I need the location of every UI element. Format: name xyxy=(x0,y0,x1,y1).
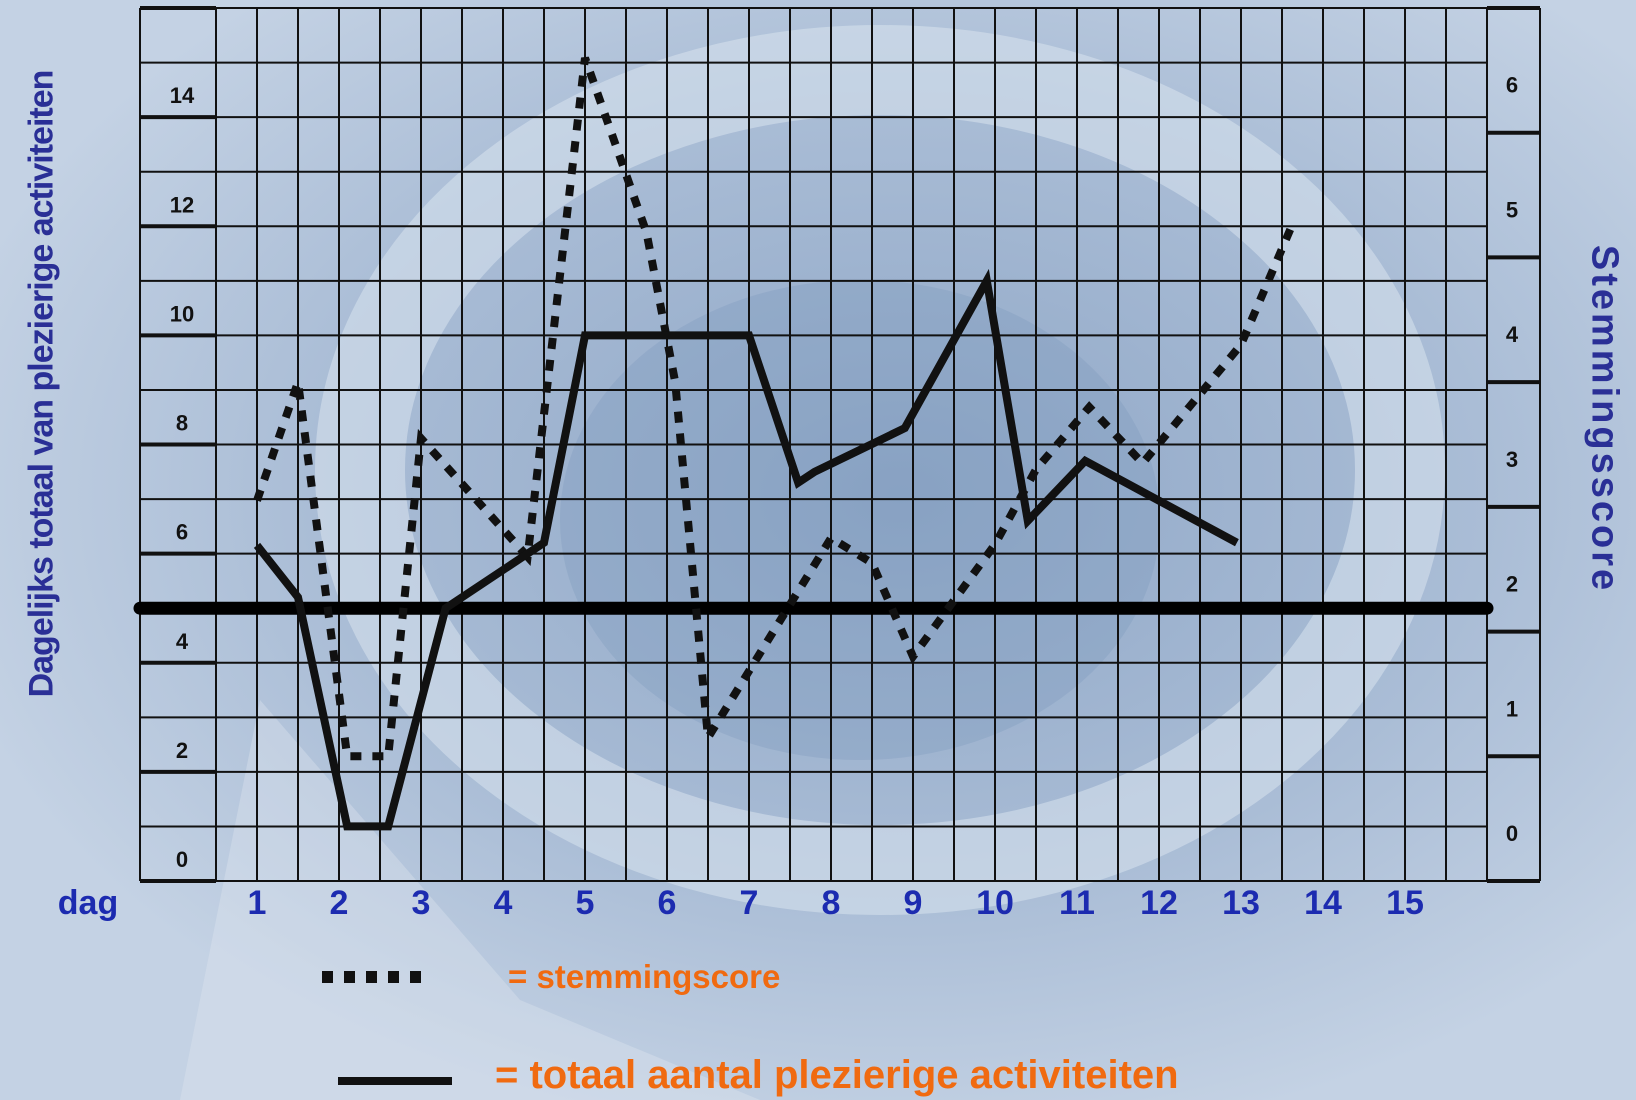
x-tick-label: 4 xyxy=(494,884,513,922)
left-tick-label: 10 xyxy=(170,301,194,326)
legend-activities-label: = totaal aantal plezierige activiteiten xyxy=(495,1053,1179,1097)
x-axis-title: dag xyxy=(58,884,118,922)
left-tick-label: 14 xyxy=(170,83,195,108)
right-axis-title: Stemmingsscore xyxy=(1583,244,1626,594)
right-tick-label: 1 xyxy=(1506,696,1518,721)
x-tick-label: 5 xyxy=(576,884,595,922)
right-tick-label: 4 xyxy=(1506,322,1519,347)
left-tick-label: 2 xyxy=(176,738,188,763)
x-tick-label: 9 xyxy=(904,884,923,922)
x-tick-label: 14 xyxy=(1304,884,1342,922)
x-tick-label: 15 xyxy=(1386,884,1424,922)
series-line-stemmingscore xyxy=(253,56,1298,761)
x-tick-label: 8 xyxy=(822,884,841,922)
x-tick-label: 3 xyxy=(412,884,431,922)
x-tick-label: 13 xyxy=(1222,884,1260,922)
left-axis-title: Dagelijks totaal van plezierige activite… xyxy=(22,70,61,698)
legend-activities-text: = totaal aantal plezierige activiteiten xyxy=(495,1053,1179,1098)
right-tick-label: 6 xyxy=(1506,73,1518,98)
right-tick-label: 5 xyxy=(1506,197,1518,222)
x-tick-label: 7 xyxy=(740,884,759,922)
series-line-activiteiten xyxy=(253,268,1239,831)
left-tick-label: 0 xyxy=(176,847,188,872)
right-tick-label: 0 xyxy=(1506,821,1518,846)
x-tick-label: 6 xyxy=(658,884,677,922)
legend-mood-text: = stemmingscore xyxy=(508,958,780,996)
x-tick-label: 12 xyxy=(1140,884,1178,922)
right-tick-label: 2 xyxy=(1506,572,1518,597)
left-tick-label: 8 xyxy=(176,411,188,436)
x-tick-label: 11 xyxy=(1059,884,1095,922)
left-tick-label: 12 xyxy=(170,192,194,217)
x-tick-label: 1 xyxy=(248,884,267,922)
legend-mood-label: = stemmingscore xyxy=(508,958,781,995)
x-tick-label: 2 xyxy=(330,884,349,922)
left-tick-label: 6 xyxy=(176,520,188,545)
right-tick-label: 3 xyxy=(1506,447,1518,472)
left-tick-label: 4 xyxy=(176,629,189,654)
x-tick-label: 10 xyxy=(976,884,1014,922)
